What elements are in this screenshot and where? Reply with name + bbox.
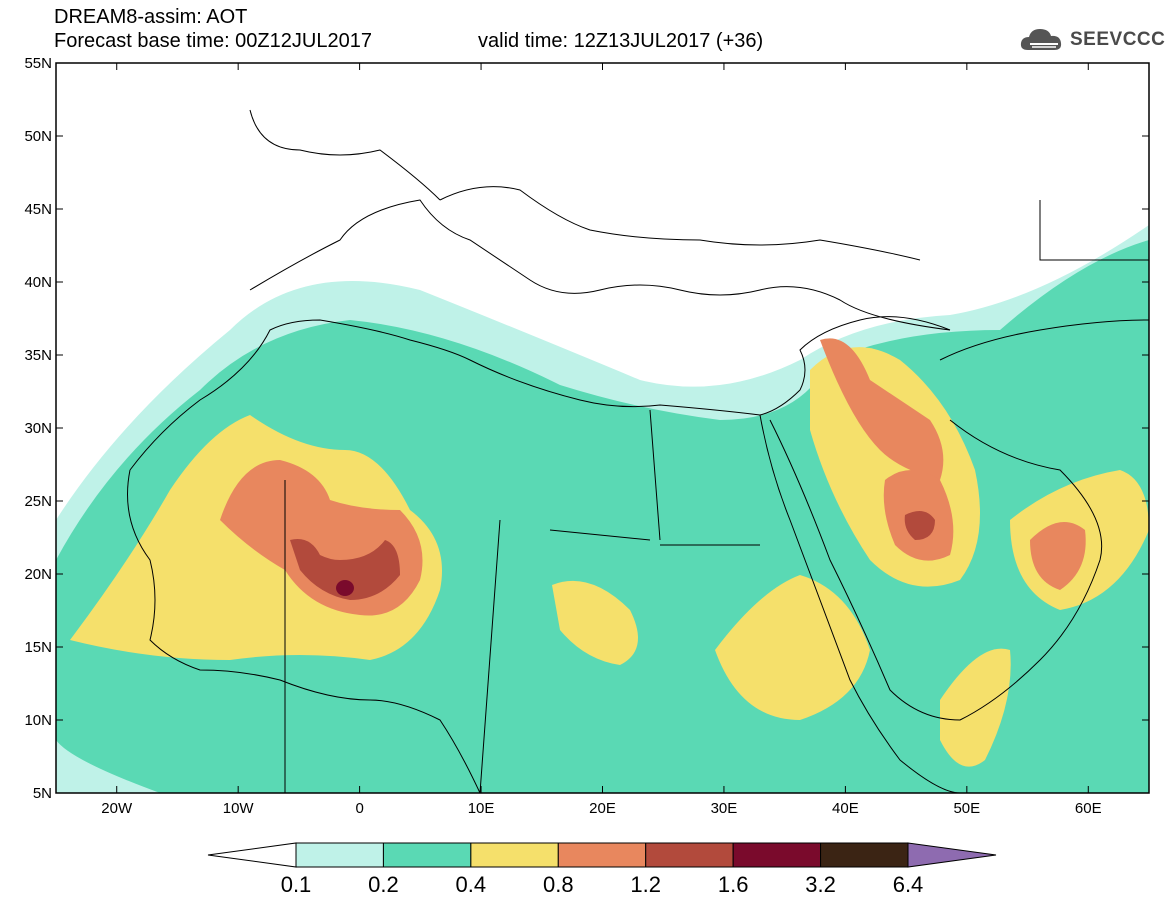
aot-band-0.8-iraq [820,338,944,480]
colorbar-level-label: 0.4 [456,872,487,897]
lon-tick-label: 10E [468,800,495,817]
lat-tick-label: 50N [24,128,52,145]
colorbar-level-label: 1.6 [718,872,749,897]
colorbar-level-label: 0.1 [281,872,312,897]
lon-tick-label: 20E [589,800,616,817]
base-time-label: Forecast base time: 00Z12JUL2017 [54,30,372,52]
lon-tick-label: 50E [953,800,980,817]
lat-tick-label: 55N [24,55,52,72]
lat-tick-label: 10N [24,712,52,729]
logo-text: SEEVCCC [1070,29,1165,50]
colorbar-level-label: 1.2 [630,872,661,897]
lon-tick-label: 30E [711,800,738,817]
latitude-ticks: 55N 50N 45N 40N 35N 30N 25N 20N 15N 10N 5N [24,55,1149,802]
colorbar-low-triangle [207,842,297,868]
lat-tick-label: 40N [24,274,52,291]
aot-band-0.8-oman [1030,522,1086,590]
lon-tick-label: 10W [223,800,255,817]
colorbar-level-label: 6.4 [893,872,924,897]
aot-band-0.4-sudan [715,575,870,720]
lon-tick-label: 60E [1075,800,1102,817]
aot-band-0.4-central [552,580,638,665]
lat-tick-label: 15N [24,639,52,656]
lon-tick-label: 40E [832,800,859,817]
colorbar-swatch [645,842,734,868]
colorbar-swatch [820,842,909,868]
colorbar-swatch [295,842,384,868]
seevccc-logo: SEEVCCC [1018,22,1165,58]
lat-tick-label: 25N [24,493,52,510]
aot-band-0.4-horn [940,648,1011,767]
lat-tick-label: 30N [24,420,52,437]
lon-tick-label: 20W [101,800,133,817]
colorbar: 0.1 0.2 0.4 0.8 1.2 1.6 3.2 6.4 [207,842,997,897]
colorbar-high-triangle [907,842,997,868]
colorbar-swatch [732,842,822,868]
colorbar-level-label: 3.2 [805,872,836,897]
longitude-ticks: 20W 10W 0 10E 20E 30E 40E 50E 60E [101,63,1102,817]
lat-tick-label: 20N [24,566,52,583]
colorbar-swatch [382,842,472,868]
aot-band-1.2-saudi [904,511,935,540]
model-title: DREAM8-assim: AOT [54,6,248,28]
lat-tick-label: 45N [24,201,52,218]
lon-tick-label: 0 [355,800,363,817]
aot-field [56,225,1149,793]
colorbar-swatch [557,842,647,868]
lat-tick-label: 5N [33,785,52,802]
colorbar-level-label: 0.2 [368,872,399,897]
colorbar-level-label: 0.8 [543,872,574,897]
coastlines [127,109,1149,793]
aot-band-1.2 [290,539,400,600]
colorbar-swatch [470,842,559,868]
cloud-icon [1020,29,1062,50]
valid-time-label: valid time: 12Z13JUL2017 (+36) [478,30,764,52]
lat-tick-label: 35N [24,347,52,364]
aot-band-1.6 [336,580,354,596]
